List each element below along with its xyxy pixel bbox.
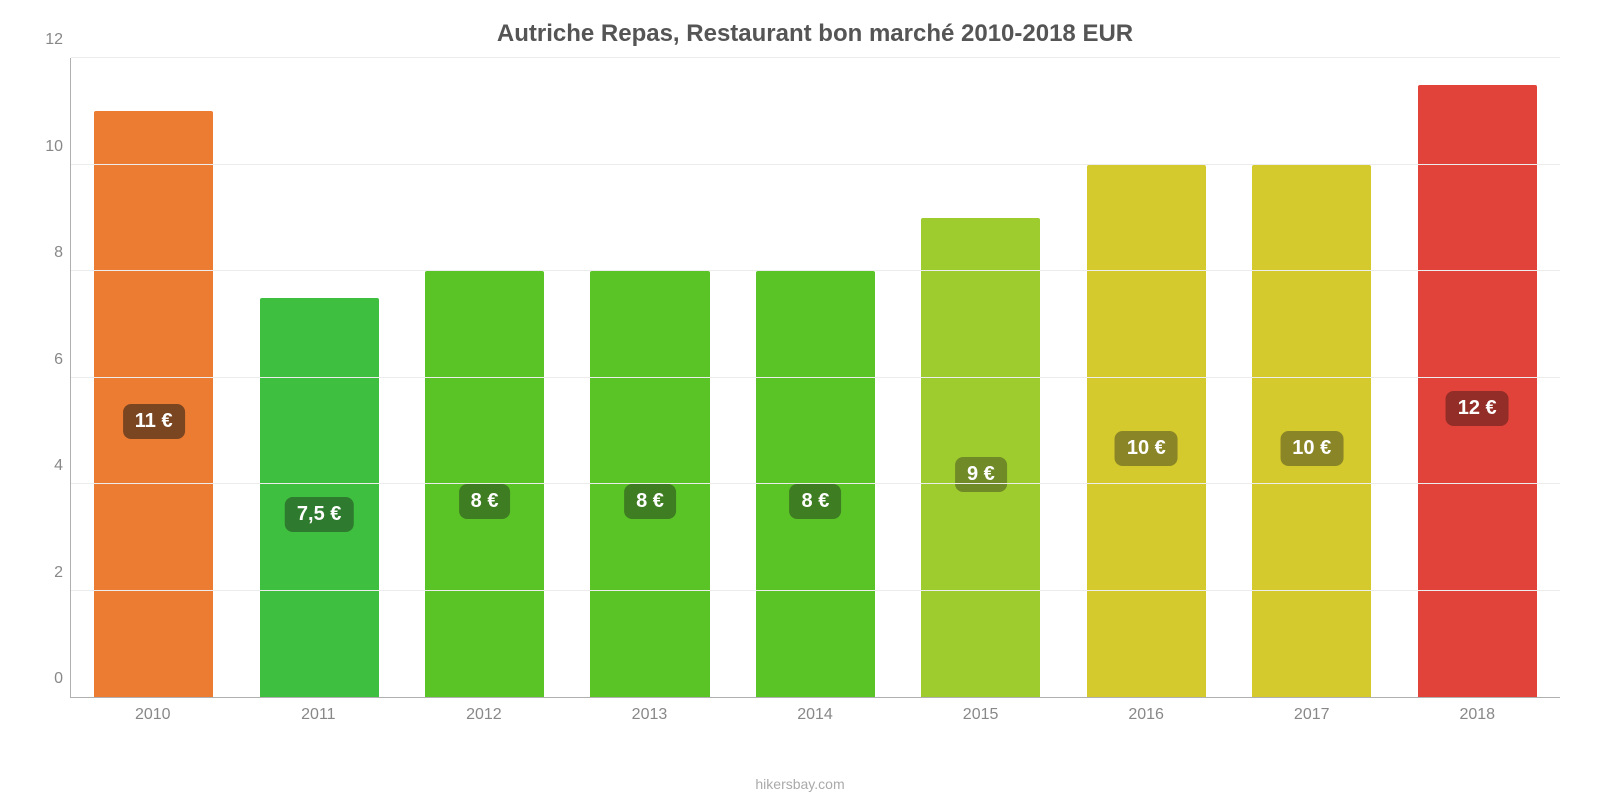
value-badge: 10 € — [1280, 431, 1343, 466]
y-tick-label: 4 — [35, 457, 63, 475]
value-badge: 8 € — [459, 484, 511, 519]
y-tick-label: 6 — [35, 351, 63, 369]
x-tick-label: 2015 — [898, 706, 1064, 724]
value-badge: 12 € — [1446, 391, 1509, 426]
gridline — [71, 164, 1560, 165]
value-badge: 11 € — [123, 404, 185, 439]
gridline — [71, 57, 1560, 58]
bar: 10 € — [1252, 165, 1371, 698]
bars-group: 11 € 7,5 € 8 € 8 € 8 € 9 € 10 € 10 € 12 € — [71, 58, 1560, 697]
bar-slot: 10 € — [1229, 58, 1394, 697]
bar-slot: 11 € — [71, 58, 236, 697]
x-tick-label: 2010 — [70, 706, 236, 724]
chart-container: Autriche Repas, Restaurant bon marché 20… — [0, 0, 1600, 800]
value-badge: 10 € — [1115, 431, 1178, 466]
x-tick-label: 2011 — [236, 706, 402, 724]
gridline — [71, 270, 1560, 271]
bar: 8 € — [425, 271, 544, 697]
x-tick-label: 2016 — [1063, 706, 1229, 724]
x-tick-label: 2013 — [567, 706, 733, 724]
x-tick-label: 2017 — [1229, 706, 1395, 724]
gridline — [71, 590, 1560, 591]
bar: 10 € — [1087, 165, 1206, 698]
x-tick-label: 2012 — [401, 706, 567, 724]
gridline — [71, 483, 1560, 484]
value-badge: 8 € — [790, 484, 842, 519]
bar: 12 € — [1418, 85, 1537, 697]
bar: 11 € — [94, 111, 213, 697]
bar: 8 € — [756, 271, 875, 697]
value-badge: 7,5 € — [285, 497, 353, 532]
gridline — [71, 377, 1560, 378]
y-tick-label: 12 — [35, 31, 63, 49]
y-tick-label: 0 — [35, 670, 63, 688]
bar-slot: 9 € — [898, 58, 1063, 697]
source-label: hikersbay.com — [0, 776, 1600, 792]
y-tick-label: 10 — [35, 138, 63, 156]
x-tick-label: 2018 — [1395, 706, 1561, 724]
value-badge: 9 € — [955, 457, 1007, 492]
x-tick-label: 2014 — [732, 706, 898, 724]
x-axis-labels: 201020112012201320142015201620172018 — [70, 706, 1560, 724]
bar-slot: 8 € — [402, 58, 567, 697]
bar: 9 € — [921, 218, 1040, 697]
value-badge: 8 € — [624, 484, 676, 519]
bar: 8 € — [590, 271, 709, 697]
bar-slot: 8 € — [567, 58, 732, 697]
bar: 7,5 € — [260, 298, 379, 697]
bar-slot: 10 € — [1064, 58, 1229, 697]
bar-slot: 8 € — [733, 58, 898, 697]
plot-area: 11 €7,5 €8 €8 €8 €9 €10 €10 €12 € 024681… — [70, 58, 1560, 698]
bar-slot: 7,5 € — [236, 58, 401, 697]
y-tick-label: 8 — [35, 244, 63, 262]
y-tick-label: 2 — [35, 564, 63, 582]
chart-title: Autriche Repas, Restaurant bon marché 20… — [70, 20, 1560, 48]
bar-slot: 12 € — [1395, 58, 1560, 697]
